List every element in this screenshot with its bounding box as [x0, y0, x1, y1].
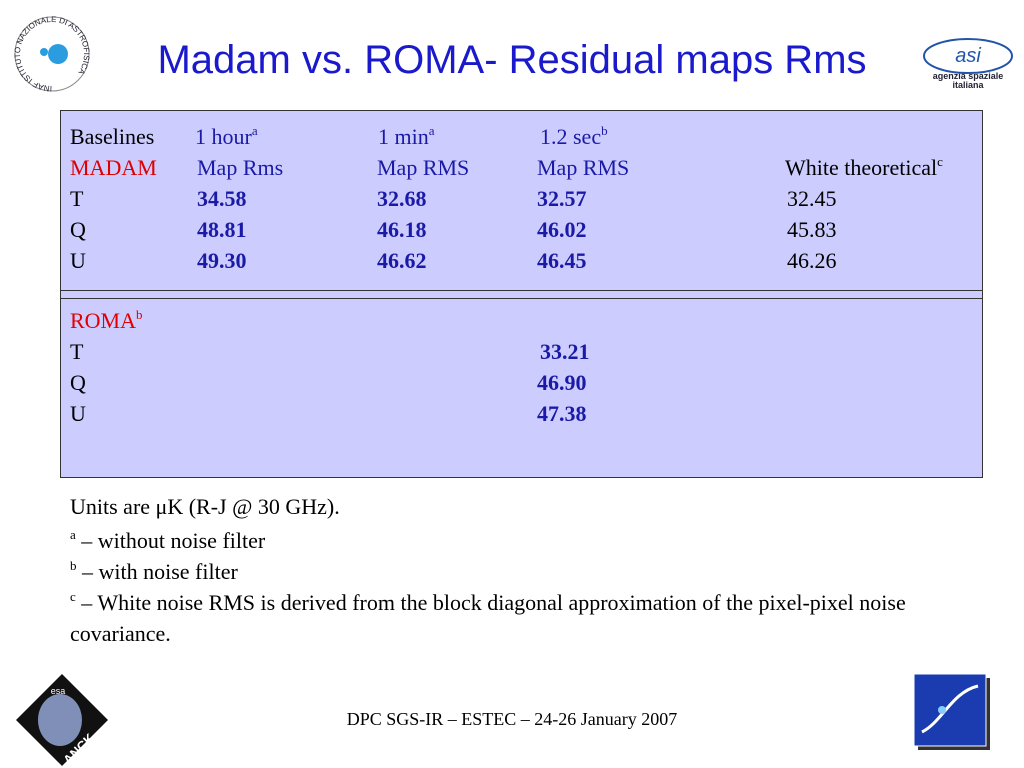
logo-ellipse: [923, 38, 1013, 74]
cell: Map Rms: [197, 155, 284, 180]
logo-dot: [40, 48, 48, 56]
cell: 1 mina: [378, 124, 435, 150]
note: a: [428, 123, 435, 138]
cell: 32.45: [787, 186, 837, 211]
footnotes: a – without noise filter b – with noise f…: [70, 525, 990, 649]
footer: DPC SGS-IR – ESTEC – 24-26 January 2007: [346, 709, 678, 729]
row-label: T: [70, 339, 84, 364]
footnote-text: – with noise filter: [76, 559, 238, 584]
cell: 45.83: [787, 217, 837, 242]
table-box: [60, 110, 983, 478]
cell: ROMA: [70, 308, 137, 333]
dpc-logo: [913, 673, 990, 750]
cell: 47.38: [537, 401, 587, 426]
row-label: T: [70, 186, 84, 211]
cell: 46.45: [537, 248, 587, 273]
cell: 1 houra: [195, 124, 258, 150]
cell: White theoreticalc: [785, 155, 943, 181]
row-label: Q: [70, 370, 86, 395]
cell: Map RMS: [377, 155, 470, 180]
cell: White theoretical: [785, 155, 938, 180]
footnote: a – without noise filter: [70, 525, 990, 556]
cell: 32.57: [537, 186, 587, 211]
footnote-text: – without noise filter: [75, 528, 266, 553]
row-label: U: [70, 401, 86, 426]
logo-shape: [38, 694, 82, 746]
inaf-logo: INAF ISTITUTO NAZIONALE DI ASTROFISICA: [13, 15, 91, 93]
cell: 46.18: [377, 217, 427, 242]
cell: 33.21: [540, 339, 590, 364]
separator: [60, 298, 982, 299]
note: c: [937, 154, 943, 169]
cell: 49.30: [197, 248, 247, 273]
cell: Baselines: [70, 124, 155, 149]
footnote-text: – White noise RMS is derived from the bl…: [70, 590, 906, 646]
cell: 48.81: [197, 217, 247, 242]
planck-logo: esa PLANCK: [16, 674, 108, 768]
cell: 1.2 secb: [540, 124, 608, 150]
cell: ROMAb: [70, 308, 143, 334]
footnote-mark: c: [70, 589, 76, 604]
logo-text: esa: [51, 686, 66, 696]
logo-text: italiana: [952, 80, 984, 90]
logo-dot: [48, 44, 68, 64]
cell: 1.2 sec: [540, 124, 602, 149]
logo-text: asi: [955, 45, 981, 67]
footnote-mark: b: [70, 558, 77, 573]
cell: MADAM: [70, 155, 157, 180]
cell: 32.68: [377, 186, 427, 211]
note: b: [136, 307, 143, 322]
logo-curve: [921, 684, 979, 734]
cell: Map RMS: [537, 155, 630, 180]
separator: [60, 290, 982, 291]
logo-square: [913, 673, 987, 747]
note: a: [251, 123, 258, 138]
units: Units are μK (R-J @ 30 GHz).: [70, 494, 340, 519]
footnote: b – with noise filter: [70, 556, 990, 587]
row-label: U: [70, 248, 86, 273]
title: Madam vs. ROMA- Residual maps Rms: [157, 38, 867, 82]
row-label: Q: [70, 217, 86, 242]
footnote-mark: a: [70, 527, 76, 542]
logo-dot: [938, 706, 946, 714]
cell: 1 hour: [195, 124, 252, 149]
asi-logo: asi agenzia spaziale italiana: [923, 38, 1013, 90]
logo-text: agenzia spaziale: [933, 71, 1004, 81]
cell: 34.58: [197, 186, 247, 211]
cell: 1 min: [378, 124, 429, 149]
cell: 46.62: [377, 248, 427, 273]
cell: 46.26: [787, 248, 837, 273]
cell: 46.02: [537, 217, 587, 242]
cell: 46.90: [537, 370, 587, 395]
note: b: [601, 123, 608, 138]
footnote: c – White noise RMS is derived from the …: [70, 587, 990, 649]
